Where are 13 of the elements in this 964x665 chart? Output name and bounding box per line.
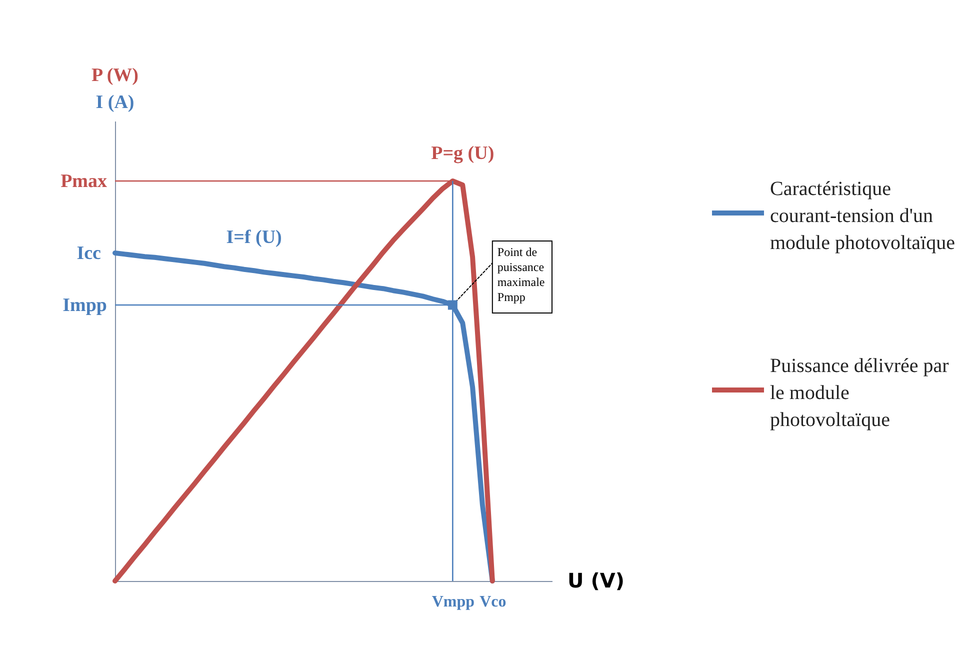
legend-label: Puissance délivrée par le module photovoltaïque	[770, 355, 950, 431]
x-tick-label: Vmpp	[432, 594, 475, 610]
y-axis-title: P (W)	[92, 65, 138, 86]
annotation: I=f (U)	[226, 227, 282, 248]
x-tick-label: Vco	[480, 594, 506, 610]
annotation: Point de puissance maximale Pmpp	[497, 245, 545, 304]
legend-label: Caractéristique courant-tension d'un module photovoltaïque	[770, 178, 956, 254]
ref-line-label: Pmax	[60, 171, 108, 192]
text: Icc	[76, 243, 101, 264]
ref-line-label: Impp	[62, 295, 107, 316]
y2-axis-title: I (A)	[96, 92, 134, 113]
x-axis-title: U (V)	[568, 568, 624, 592]
text: P=g (U)	[431, 143, 494, 164]
